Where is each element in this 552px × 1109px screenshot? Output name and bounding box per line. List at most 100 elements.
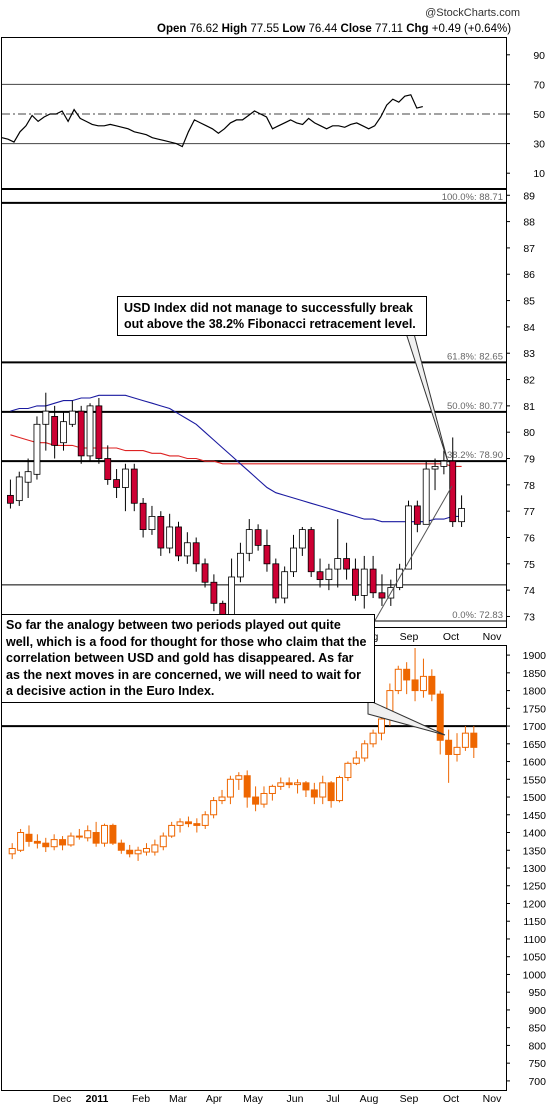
gold-candle — [25, 833, 33, 842]
usd-candle — [360, 568, 368, 596]
usd-candle — [175, 526, 182, 557]
usd-candle — [352, 568, 359, 596]
usd-candle — [263, 544, 271, 565]
gold-tick-label: 950 — [528, 987, 546, 999]
gold-tick-label: 1250 — [523, 881, 547, 893]
fib-label: 50.0%: 80.77 — [447, 401, 503, 412]
gold-tick-label: 1200 — [523, 898, 547, 910]
chg-value: +0.49 (+0.64%) — [432, 23, 511, 35]
usd-candle — [183, 542, 191, 557]
usd-candle — [245, 529, 253, 554]
usd-tick-label: 83 — [523, 348, 535, 360]
usd-month-label: Oct — [443, 631, 459, 643]
gold-candle — [453, 746, 461, 755]
gold-tick-label: 1850 — [523, 668, 547, 680]
gold-candle — [218, 796, 226, 802]
usd-tick-label: 75 — [523, 559, 535, 571]
gold-candle — [184, 821, 192, 825]
gold-candle — [101, 824, 109, 844]
gold-candle — [419, 675, 427, 692]
gold-month-label: Dec — [53, 1093, 72, 1105]
gold-tick-label: 1800 — [523, 686, 547, 698]
gold-candle — [235, 775, 243, 780]
usd-candle — [440, 460, 448, 467]
gold-candle — [394, 668, 402, 692]
usd-candle — [281, 571, 289, 599]
usd-candle — [413, 505, 421, 525]
gold-candle — [319, 782, 327, 798]
gold-candle — [260, 792, 268, 805]
gold-month-label: Jun — [287, 1093, 304, 1105]
gold-candle — [403, 668, 411, 681]
usd-tick-label: 80 — [523, 427, 535, 439]
usd-tick-label: 85 — [523, 296, 535, 308]
gold-candle — [142, 847, 150, 853]
gold-candle — [67, 835, 75, 846]
usd-month-label: Nov — [483, 631, 502, 643]
gold-candle — [17, 832, 25, 851]
usd-candle — [378, 592, 386, 599]
gold-tick-label: 850 — [528, 1023, 546, 1035]
gold-candle — [33, 840, 41, 844]
usd-candle — [33, 423, 41, 475]
gold-tick-label: 1450 — [523, 810, 547, 822]
gold-tick-label: 1400 — [523, 828, 547, 840]
usd-candle — [422, 468, 430, 525]
gold-month-label: Nov — [483, 1093, 502, 1105]
usd-tick-label: 88 — [523, 217, 535, 229]
usd-candle — [431, 466, 439, 470]
gold-tick-label: 900 — [528, 1005, 546, 1017]
usd-tick-label: 82 — [523, 375, 535, 387]
gold-candle — [50, 839, 58, 848]
usd-candle — [272, 563, 280, 599]
usd-candle — [237, 552, 244, 578]
usd-candle — [343, 558, 350, 570]
gold-tick-label: 700 — [528, 1076, 546, 1088]
gold-candle — [42, 842, 50, 848]
usd-tick-label: 73 — [523, 611, 535, 623]
fib-label: 61.8%: 82.65 — [447, 351, 503, 362]
gold-candle — [436, 693, 444, 741]
gold-tick-label: 1600 — [523, 757, 547, 769]
usd-candle — [130, 468, 138, 504]
high-label: High — [222, 23, 248, 35]
fib-label: 0.0%: 72.83 — [452, 610, 503, 621]
usd-candle — [369, 568, 377, 594]
gold-candle — [377, 718, 385, 734]
rsi-line — [1, 94, 423, 148]
gold-candle — [336, 777, 344, 802]
gold-candle — [277, 782, 285, 787]
gold-candle — [411, 679, 419, 692]
usd-tick-label: 89 — [523, 190, 535, 202]
gold-month-label: Feb — [132, 1093, 150, 1105]
gold-candle — [369, 732, 377, 745]
gold-candle — [268, 785, 276, 794]
usd-tick-label: 87 — [523, 243, 535, 255]
gold-candle — [243, 775, 251, 798]
gold-month-label: Sep — [400, 1093, 419, 1105]
usd-tick-label: 77 — [523, 506, 535, 518]
gold-month-label: Aug — [360, 1093, 379, 1105]
gold-candle — [193, 823, 201, 826]
gold-candle — [84, 830, 92, 839]
gold-candle — [159, 835, 167, 848]
usd-candle — [68, 410, 76, 425]
rsi-tick-label: 50 — [533, 109, 545, 121]
gold-tick-label: 800 — [528, 1040, 546, 1052]
gold-panel — [1, 645, 507, 1091]
usd-candle — [166, 526, 174, 549]
gold-tick-label: 1350 — [523, 845, 547, 857]
gold-candle — [109, 824, 117, 844]
gold-candle — [310, 789, 318, 798]
rsi-tick-label: 90 — [533, 50, 545, 62]
gold-candle — [344, 762, 352, 779]
gold-tick-label: 1050 — [523, 952, 547, 964]
usd-candle — [316, 571, 324, 581]
usd-candle — [157, 516, 165, 549]
usd-candle — [148, 516, 156, 530]
usd-candle — [307, 529, 315, 573]
low-value: 76.44 — [309, 23, 338, 35]
gold-tick-label: 1750 — [523, 703, 547, 715]
gold-month-label: Mar — [169, 1093, 188, 1105]
